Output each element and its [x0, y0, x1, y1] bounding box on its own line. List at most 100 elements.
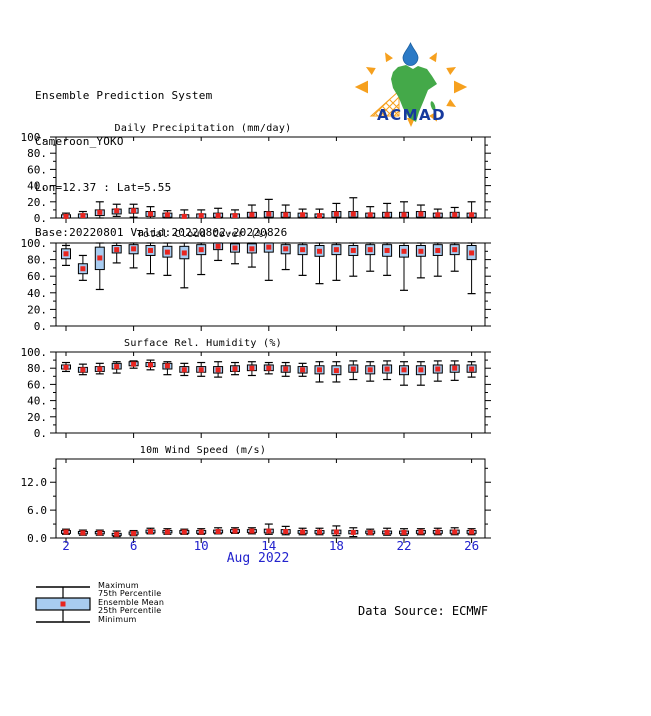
y-axis-ticks: 0. 20. 40. 60. 80. 100.	[21, 346, 491, 440]
y-tick-label: 6.0	[27, 504, 47, 517]
boxplot-day-20	[365, 242, 376, 272]
boxplot-day-19	[348, 242, 359, 277]
boxplot-day-7	[145, 242, 156, 275]
ensemble-mean-marker	[401, 529, 407, 535]
ensemble-mean-marker	[367, 212, 373, 218]
logo-ray-triangle	[429, 111, 437, 122]
boxplot-day-18	[331, 242, 342, 281]
ensemble-mean-marker	[367, 247, 373, 253]
x-tick-labels: 2 6 10 14 18 22 26	[62, 538, 479, 553]
boxplot-day-11	[213, 242, 224, 262]
boxplot-day-8	[162, 210, 173, 219]
ensemble-mean-marker	[350, 211, 356, 217]
ensemble-mean-marker	[435, 212, 441, 218]
boxplot-day-8	[162, 361, 173, 376]
boxplot-day-10	[196, 528, 207, 535]
boxplot-day-4	[94, 242, 105, 291]
ensemble-mean-marker	[249, 365, 255, 371]
ensemble-mean-marker	[384, 529, 390, 535]
boxplot-day-17	[314, 242, 325, 285]
y-tick-label: 60.	[27, 163, 47, 176]
boxplot-day-10	[196, 209, 207, 219]
boxplot-day-9	[179, 362, 190, 377]
boxplot-day-23	[415, 242, 426, 279]
ensemble-mean-marker	[63, 364, 69, 370]
boxplot-day-7	[145, 527, 156, 535]
boxplot-day-6	[128, 529, 139, 537]
boxplot-day-15	[280, 204, 291, 219]
ensemble-mean-marker	[266, 528, 272, 534]
ensemble-mean-marker	[97, 366, 103, 372]
chart-panel-3: 0.0 6.0 12.0	[21, 458, 491, 545]
ensemble-mean-marker	[114, 208, 120, 214]
ensemble-mean-marker	[114, 531, 120, 537]
ensemble-mean-marker	[164, 363, 170, 369]
boxplot-day-18	[331, 202, 342, 219]
boxplot-day-13	[246, 242, 257, 268]
logo-madagascar-shape	[430, 101, 436, 111]
boxplot-day-5	[111, 203, 122, 217]
y-axis-ticks: 0.0 6.0 12.0	[21, 467, 491, 545]
boxplot-day-25	[449, 206, 460, 219]
boxplot-day-6	[128, 203, 139, 218]
logo-ray-triangle	[446, 99, 457, 107]
logo-africa-shape	[391, 65, 437, 122]
boxplot-day-14	[263, 361, 274, 375]
ensemble-mean-marker	[401, 248, 407, 254]
boxplot-day-24	[432, 527, 443, 536]
boxplot-day-11	[213, 207, 224, 219]
y-tick-label: 100.	[21, 131, 48, 144]
boxplot-day-21	[382, 527, 393, 536]
boxplot-day-26	[466, 201, 477, 219]
chart-panel-0: 0. 20. 40. 60. 80. 100.	[21, 131, 491, 225]
ensemble-mean-marker	[435, 247, 441, 253]
boxplot-day-21	[382, 360, 393, 381]
ensemble-mean-marker	[80, 266, 86, 272]
ensemble-mean-marker	[266, 365, 272, 371]
ensemble-mean-marker	[418, 211, 424, 217]
ensemble-mean-marker	[249, 212, 255, 218]
ensemble-mean-marker	[300, 529, 306, 535]
ensemble-mean-marker	[317, 213, 322, 219]
ensemble-mean-marker	[469, 529, 475, 535]
ensemble-mean-marker	[283, 366, 289, 372]
ensemble-mean-marker	[97, 255, 103, 261]
y-tick-label: 40.	[27, 180, 47, 193]
ensemble-mean-marker	[333, 211, 339, 217]
ensemble-mean-marker	[435, 366, 441, 372]
boxplot-day-12	[230, 527, 240, 534]
ensemble-mean-marker	[350, 366, 356, 372]
ensemble-mean-marker	[164, 529, 170, 535]
ensemble-mean-marker	[215, 213, 221, 219]
boxplot-day-13	[246, 204, 257, 219]
page-header: Ensemble Prediction System Cameroon_YOKO…	[35, 58, 287, 271]
ensemble-mean-marker	[367, 529, 373, 535]
ensemble-mean-marker	[63, 529, 69, 535]
boxplot-day-22	[399, 528, 409, 536]
boxplot-day-12	[230, 242, 240, 265]
boxplot-day-10	[196, 242, 207, 276]
legend-label-25th-percentile: 25th Percentile	[98, 606, 162, 615]
ensemble-mean-marker	[333, 529, 339, 535]
chart-title-humidity: Surface Rel. Humidity (%)	[123, 338, 283, 349]
ensemble-mean-marker	[97, 530, 103, 536]
ensemble-mean-marker	[63, 213, 69, 219]
ensemble-mean-marker	[164, 249, 170, 255]
boxplot-day-15	[280, 242, 291, 271]
chart-title-cloud-cover: Total Cloud Cover (%)	[136, 229, 270, 240]
boxplot-day-7	[145, 359, 156, 371]
boxplot-day-12	[230, 209, 240, 219]
ensemble-mean-marker	[215, 243, 221, 249]
boxplot-day-26	[466, 242, 477, 295]
boxplot-day-23	[415, 204, 426, 219]
plot-frame	[55, 458, 486, 539]
x-axis-ticks	[65, 352, 473, 438]
boxplot-day-20	[365, 361, 376, 382]
logo-water-drop	[402, 42, 419, 66]
header-station: Cameroon_YOKO	[35, 135, 124, 149]
boxplot-day-25	[449, 242, 460, 272]
y-axis-ticks: 0. 20. 40. 60. 80. 100.	[21, 237, 491, 333]
ensemble-mean-marker	[80, 530, 86, 536]
legend-label-75th-percentile: 75th Percentile	[98, 589, 162, 598]
